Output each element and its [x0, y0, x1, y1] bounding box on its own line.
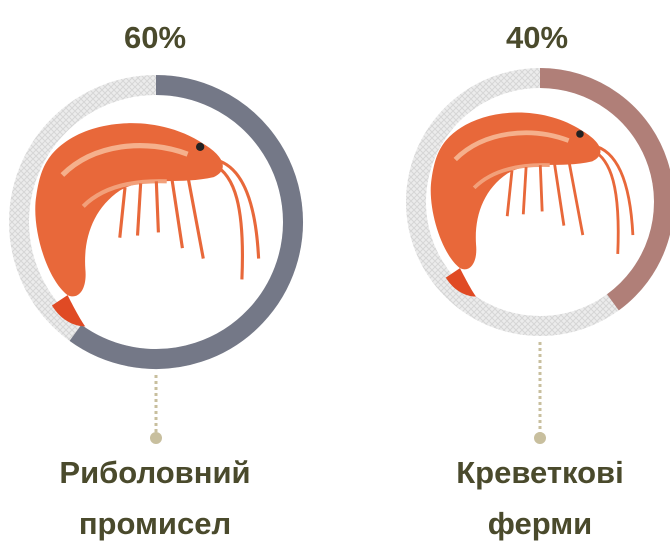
shrimp-image	[431, 113, 633, 297]
connector-dot	[150, 432, 162, 444]
percent-label: 40%	[506, 20, 568, 55]
category-label: Риболовний промисел	[15, 447, 295, 549]
connector-dot	[534, 432, 546, 444]
percent-label: 60%	[124, 20, 186, 55]
page: 60%40% (() => { const data = JSON.parse(…	[0, 0, 670, 539]
shrimp-image	[35, 123, 258, 326]
category-label: Креветкові ферми	[410, 447, 670, 549]
